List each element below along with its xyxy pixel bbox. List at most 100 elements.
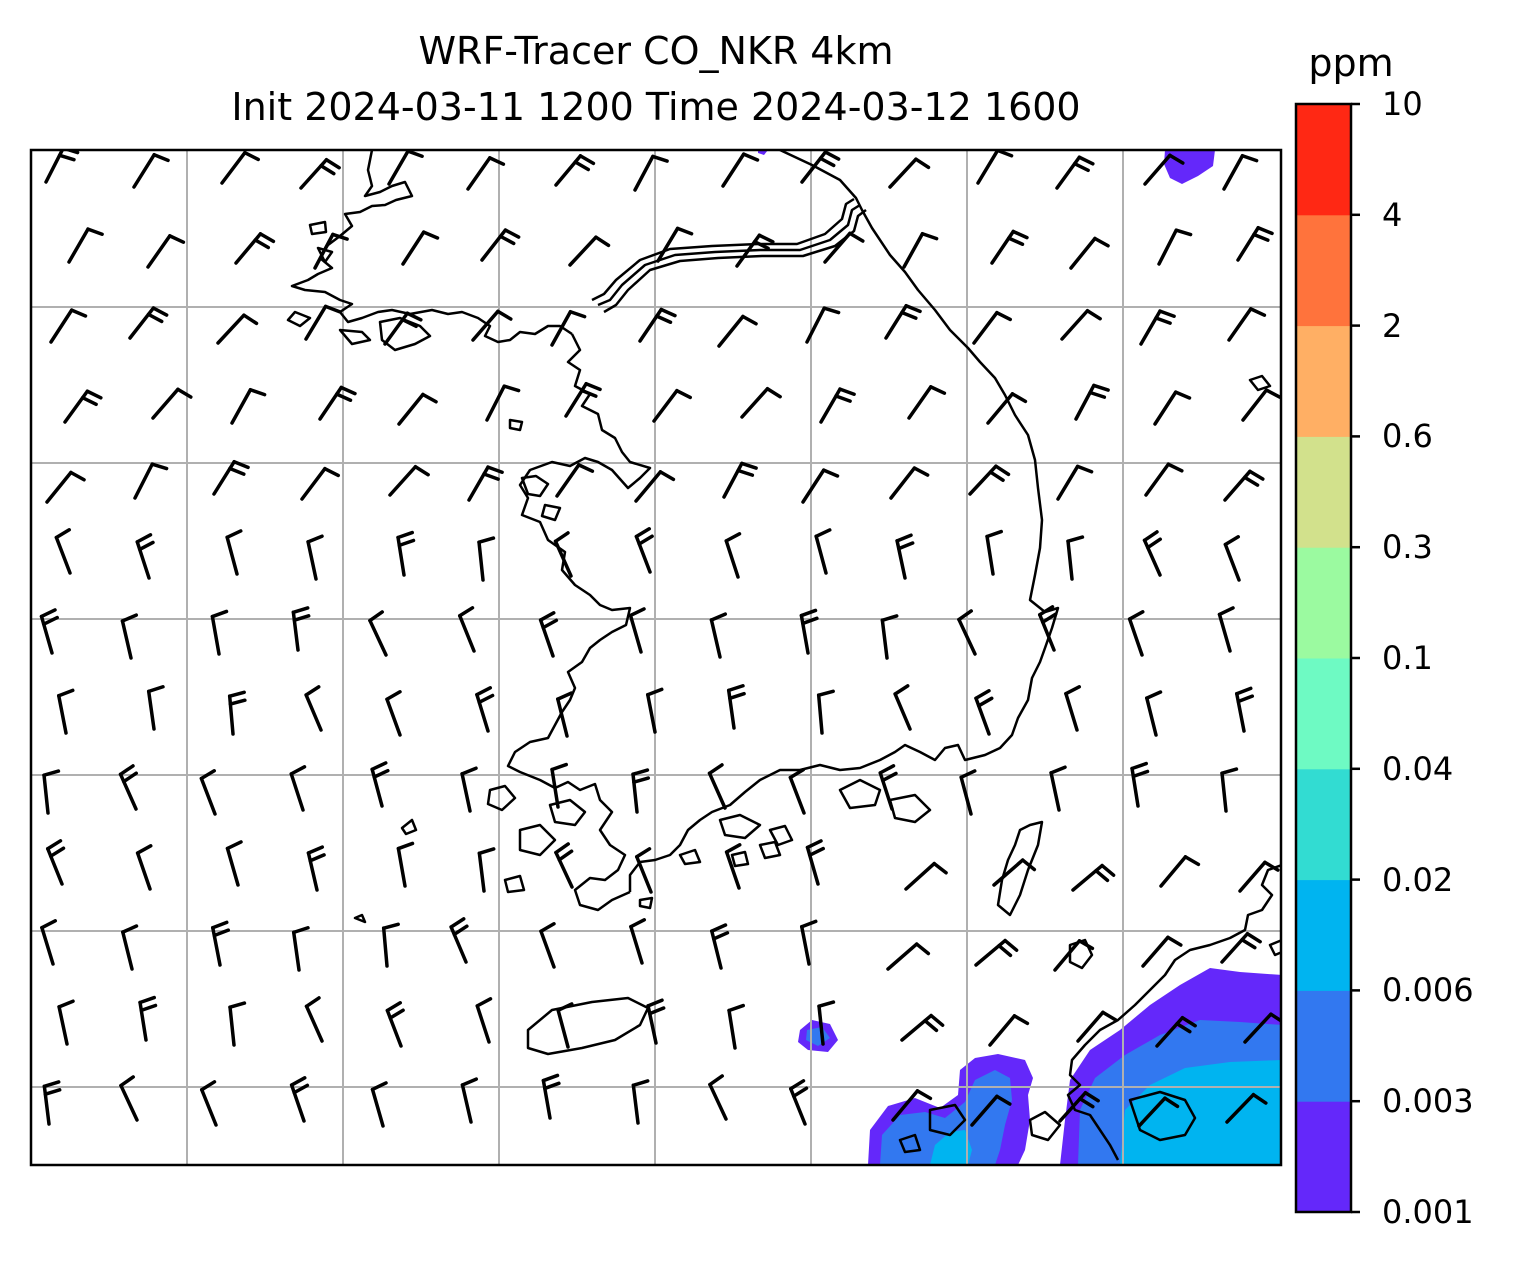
wind-barb-staff xyxy=(634,470,663,503)
wind-barb-feather xyxy=(1066,535,1085,543)
wind-barb-feather xyxy=(675,388,692,400)
colorbar-tick-label: 0.006 xyxy=(1382,971,1474,1010)
wind-barb-feather xyxy=(477,693,495,705)
wind-barb-feather xyxy=(242,313,259,326)
wind-barb-feather xyxy=(709,612,728,622)
wind-barb-feather xyxy=(538,611,556,622)
wind-barb-feather xyxy=(118,764,135,777)
wind-barb-staff xyxy=(477,851,486,893)
wind-barbs xyxy=(39,150,1281,1128)
wind-barb-feather xyxy=(789,1079,806,1091)
wind-barb-feather xyxy=(929,1013,945,1027)
wind-barb-staff xyxy=(289,772,305,812)
wind-barb-feather xyxy=(1240,154,1259,163)
wind-barb-feather xyxy=(765,387,782,399)
wind-barb-feather xyxy=(1003,938,1019,952)
wind-barb-feather xyxy=(818,156,836,168)
colorbar-segment xyxy=(1296,325,1351,437)
wind-barb-feather xyxy=(659,307,677,318)
wind-barb-feather xyxy=(413,465,430,477)
wind-barb-feather xyxy=(1146,537,1162,550)
wind-barb-feather xyxy=(553,531,570,544)
wind-barb-staff xyxy=(42,773,50,815)
wind-barb-feather xyxy=(46,839,63,851)
wind-barb-staff xyxy=(568,235,598,267)
wind-barb-feather xyxy=(541,618,559,630)
wind-barb-staff xyxy=(396,846,407,888)
wind-barb-feather xyxy=(631,768,650,776)
wind-barb-staff xyxy=(471,309,500,342)
wind-barb-staff xyxy=(1055,155,1082,190)
wind-barb-staff xyxy=(313,232,335,270)
wind-barb-staff xyxy=(225,535,239,576)
wind-barb-staff xyxy=(1238,860,1267,893)
wind-barb-feather xyxy=(482,472,500,481)
wind-barb-feather xyxy=(243,150,260,162)
wind-barb-staff xyxy=(631,1083,640,1125)
wind-barb-staff xyxy=(480,228,508,262)
wind-barb-feather xyxy=(1127,610,1145,621)
wind-barb-staff xyxy=(1143,153,1172,186)
wind-barb-staff xyxy=(645,692,657,734)
wind-barb-feather xyxy=(554,842,570,855)
wind-barb-feather xyxy=(658,470,676,482)
wind-barb-feather xyxy=(974,689,991,701)
wind-barb-staff xyxy=(1222,154,1245,191)
wind-barb-feather xyxy=(200,1080,217,1092)
wind-barb-feather xyxy=(878,764,896,775)
wind-barb-feather xyxy=(726,683,745,693)
wind-barb-feather xyxy=(1236,694,1255,704)
wind-barb-feather xyxy=(880,614,899,623)
wind-barb-feather xyxy=(1234,686,1253,696)
wind-barb-feather xyxy=(1130,761,1148,771)
colorbar-segment xyxy=(1296,1101,1351,1213)
wind-barb-staff xyxy=(1127,617,1144,657)
wind-barb-staff xyxy=(959,775,973,816)
wind-barb-feather xyxy=(396,530,414,540)
wind-barb-staff xyxy=(1066,539,1074,581)
wind-barb-feather xyxy=(85,389,103,400)
map-frame xyxy=(29,148,1283,1167)
wind-barb-feather xyxy=(1242,475,1260,487)
wind-barb-feather xyxy=(1064,685,1082,696)
wind-barb-feather xyxy=(799,608,818,618)
wind-barb-feather xyxy=(121,924,139,934)
wind-barb-feather xyxy=(631,1079,650,1088)
wind-barb-feather xyxy=(1010,392,1028,404)
wind-barb-staff xyxy=(550,767,560,809)
wind-barb-feather xyxy=(292,614,311,622)
wind-barb-feather xyxy=(227,690,246,698)
wind-barb-staff xyxy=(1225,1092,1256,1124)
wind-barb-staff xyxy=(629,924,644,965)
wind-barb-feather xyxy=(1101,1010,1118,1022)
wind-barb-feather xyxy=(291,606,310,615)
wind-barb-feather xyxy=(994,464,1011,477)
wind-barb-staff xyxy=(816,693,824,735)
wind-barb-feather xyxy=(997,943,1013,958)
wind-barb-staff xyxy=(656,226,680,263)
wind-barb-staff xyxy=(234,232,263,265)
wind-barb-feather xyxy=(807,846,825,857)
wind-barb-feather xyxy=(335,392,353,402)
wind-barb-feather xyxy=(628,607,646,618)
wind-barb-feather xyxy=(452,924,469,937)
wind-barb-feather xyxy=(801,616,819,626)
wind-barb-feather xyxy=(304,685,321,697)
wind-barb-feather xyxy=(120,613,139,623)
wind-barb-staff xyxy=(805,306,827,344)
wind-barb-feather xyxy=(543,1081,561,1091)
wind-barb-staff xyxy=(976,150,1000,185)
wind-barb-feather xyxy=(119,1075,135,1088)
wind-barb-feather xyxy=(788,768,805,780)
wind-barb-feather xyxy=(225,840,243,851)
colorbar-segment xyxy=(1296,104,1351,216)
wind-barb-feather xyxy=(556,691,574,701)
wind-barb-feather xyxy=(372,768,390,779)
wind-barb-staff xyxy=(381,926,389,968)
wind-barb-staff xyxy=(708,1082,728,1121)
wind-barb-feather xyxy=(580,388,598,398)
colorbar-ticks xyxy=(1351,102,1360,1214)
wind-barb-feather xyxy=(895,533,913,543)
wind-barb-staff xyxy=(1236,226,1260,262)
wind-barb-feather xyxy=(1131,769,1150,779)
